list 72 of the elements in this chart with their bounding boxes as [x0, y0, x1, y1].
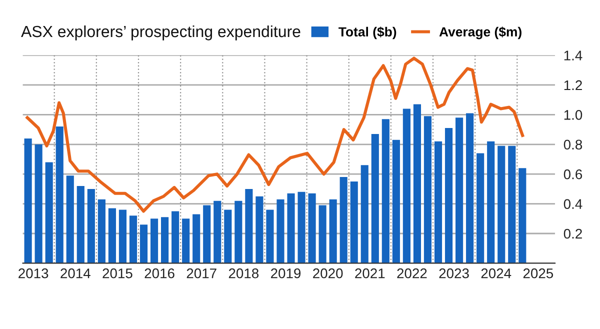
bar [203, 205, 211, 264]
y-tick-label: 1.4 [564, 50, 582, 60]
bar [360, 165, 368, 264]
bar [118, 210, 127, 264]
bar [329, 199, 337, 264]
legend-label: Total ($b) [338, 26, 396, 40]
legend-label: Average ($m) [439, 26, 522, 40]
x-tick-label: 2013 [18, 268, 48, 278]
x-tick-label: 2020 [313, 268, 343, 278]
bar [498, 146, 506, 264]
bar [214, 200, 222, 264]
bar [66, 176, 74, 264]
x-tick-label: 2022 [397, 268, 427, 278]
bar [444, 128, 453, 264]
bar [256, 196, 264, 264]
bar [182, 218, 190, 264]
bar [266, 210, 274, 264]
bar [487, 141, 495, 264]
bar [298, 192, 306, 264]
bar [318, 205, 326, 264]
bar [456, 118, 464, 264]
bar [224, 210, 232, 264]
x-tick-label: 2023 [439, 268, 469, 278]
bar [45, 162, 53, 264]
bar [234, 200, 242, 264]
x-tick-label: 2017 [186, 268, 216, 278]
bar [276, 199, 284, 264]
x-tick-label: 2014 [60, 268, 90, 278]
x-tick-label: 2015 [102, 268, 132, 278]
bar [518, 168, 526, 264]
bar [108, 208, 116, 264]
y-tick-label: 0.4 [564, 199, 582, 209]
bar [140, 224, 148, 264]
bar [424, 116, 432, 264]
bar [129, 216, 138, 264]
bar [87, 188, 95, 264]
x-tick-label: 2019 [270, 268, 301, 278]
bar [161, 217, 169, 264]
bar [34, 144, 42, 264]
y-tick-label: 0.2 [564, 228, 582, 239]
chart-title: ASX explorers’ prospecting expenditure [21, 25, 300, 40]
x-tick-label: 2016 [144, 268, 174, 278]
x-tick-label: 2021 [355, 268, 385, 278]
bar [150, 218, 158, 264]
bar [413, 104, 422, 264]
bar [508, 146, 516, 264]
bar [350, 182, 358, 264]
bar [98, 199, 106, 264]
y-tick-label: 1.0 [564, 110, 582, 120]
bar [476, 153, 484, 264]
y-tick-label: 0.6 [564, 169, 582, 180]
x-tick-label: 2018 [228, 268, 259, 278]
bar [382, 119, 390, 264]
bar [24, 138, 32, 264]
bar [308, 193, 316, 264]
bar [56, 126, 64, 264]
bar [76, 186, 84, 264]
bar [192, 214, 200, 264]
line-series [26, 56, 524, 213]
bar [402, 108, 410, 264]
bar [245, 188, 253, 264]
bar [340, 177, 348, 264]
bar [434, 141, 442, 264]
y-tick-label: 1.2 [564, 80, 582, 90]
x-tick-label: 2024 [481, 268, 512, 278]
bar [466, 113, 474, 264]
y-tick-label: 0.8 [564, 140, 582, 150]
bar [371, 134, 379, 264]
x-tick-label: 2025 [523, 268, 554, 278]
bar [287, 193, 295, 264]
bar [172, 211, 180, 264]
bar [392, 140, 400, 264]
